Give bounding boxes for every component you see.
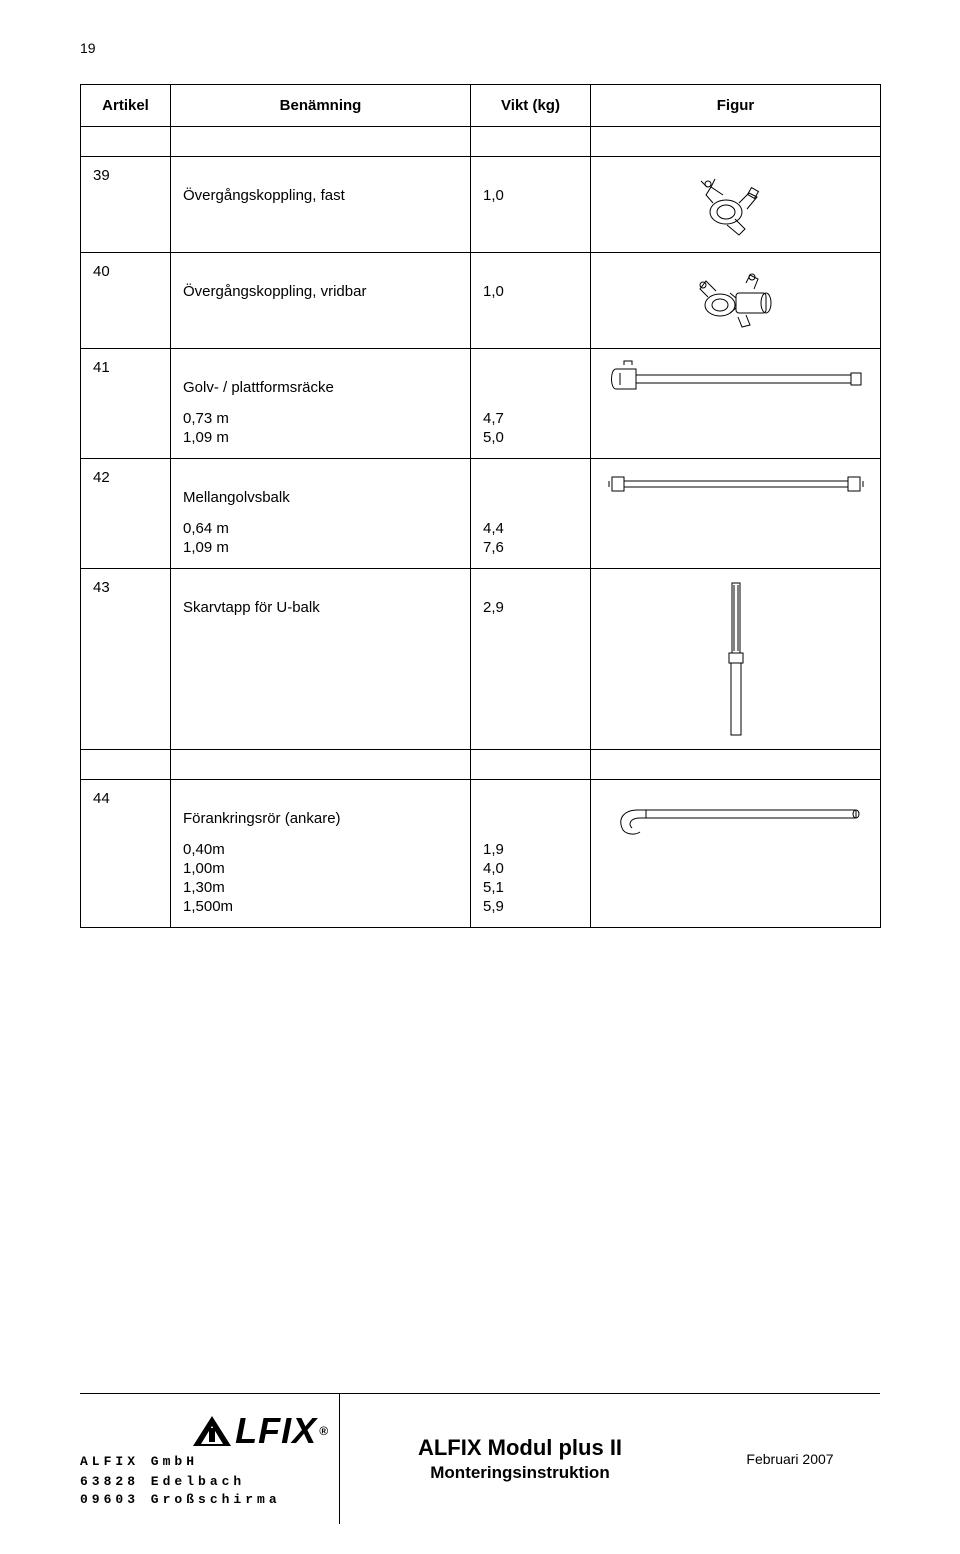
floor-beam-icon: [606, 469, 866, 499]
article-weight: 4,7 5,0: [471, 349, 591, 459]
article-name: Övergångskoppling, vridbar: [171, 253, 471, 349]
article-weight: 4,4 7,6: [471, 459, 591, 569]
article-weight: 1,0: [471, 253, 591, 349]
article-weight: 1,9 4,0 5,1 5,9: [471, 780, 591, 928]
page-footer: LFIX® ALFIX GmbH 63828 Edelbach 09603 Gr…: [80, 1393, 880, 1524]
article-number: 40: [81, 253, 171, 349]
company-name: ALFIX GmbH: [80, 1454, 329, 1469]
page-number: 19: [80, 40, 880, 56]
article-number: 43: [81, 569, 171, 750]
article-number: 39: [81, 157, 171, 253]
article-number: 41: [81, 349, 171, 459]
article-figure: [591, 349, 881, 459]
document-title: ALFIX Modul plus II: [350, 1435, 690, 1461]
table-row: 40 Övergångskoppling, vridbar 1,0: [81, 253, 881, 349]
article-name: Mellangolvsbalk 0,64 m 1,09 m: [171, 459, 471, 569]
splice-pin-icon: [721, 579, 751, 739]
coupling-fixed-icon: [691, 167, 781, 242]
article-number: 44: [81, 780, 171, 928]
company-logo-block: LFIX® ALFIX GmbH 63828 Edelbach 09603 Gr…: [80, 1394, 340, 1524]
article-name: Skarvtapp för U-balk: [171, 569, 471, 750]
article-weight: 2,9: [471, 569, 591, 750]
document-date: Februari 2007: [700, 1451, 880, 1467]
logo-triangle-icon: [191, 1414, 233, 1448]
article-name: Övergångskoppling, fast: [171, 157, 471, 253]
table-row: 42 Mellangolvsbalk 0,64 m 1,09 m 4,4 7,6: [81, 459, 881, 569]
article-table: Artikel Benämning Vikt (kg) Figur 39 Öve…: [80, 84, 881, 928]
article-weight: 1,0: [471, 157, 591, 253]
article-name: Golv- / plattformsräcke 0,73 m 1,09 m: [171, 349, 471, 459]
document-title-block: ALFIX Modul plus II Monteringsinstruktio…: [340, 1435, 700, 1483]
table-row: 41 Golv- / plattformsräcke 0,73 m 1,09 m…: [81, 349, 881, 459]
col-artikel: Artikel: [81, 85, 171, 127]
coupling-swivel-icon: [688, 263, 783, 338]
table-header-row: Artikel Benämning Vikt (kg) Figur: [81, 85, 881, 127]
article-figure: [591, 780, 881, 928]
article-figure: [591, 459, 881, 569]
table-row: 43 Skarvtapp för U-balk 2,9: [81, 569, 881, 750]
article-figure: [591, 253, 881, 349]
article-figure: [591, 157, 881, 253]
article-figure: [591, 569, 881, 750]
spacer-row: [81, 750, 881, 780]
spacer-row: [81, 127, 881, 157]
article-number: 42: [81, 459, 171, 569]
table-row: 39 Övergångskoppling, fast 1,0: [81, 157, 881, 253]
col-vikt: Vikt (kg): [471, 85, 591, 127]
anchor-tube-icon: [606, 790, 866, 840]
platform-rail-icon: [606, 359, 866, 399]
col-figur: Figur: [591, 85, 881, 127]
company-address: 63828 Edelbach 09603 Großschirma: [80, 1473, 329, 1508]
company-logo: LFIX®: [80, 1410, 329, 1452]
table-row: 44 Förankringsrör (ankare) 0,40m 1,00m 1…: [81, 780, 881, 928]
col-benamning: Benämning: [171, 85, 471, 127]
article-name: Förankringsrör (ankare) 0,40m 1,00m 1,30…: [171, 780, 471, 928]
document-subtitle: Monteringsinstruktion: [350, 1463, 690, 1483]
